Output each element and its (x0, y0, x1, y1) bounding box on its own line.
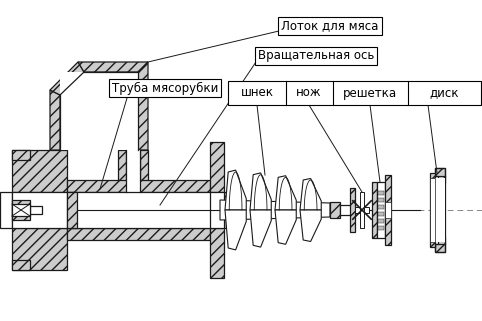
Bar (435, 168, 445, 252)
Polygon shape (300, 210, 321, 241)
Text: диск: диск (430, 86, 459, 100)
Bar (67, 192, 210, 228)
Bar (372, 182, 377, 238)
Polygon shape (12, 150, 30, 160)
Polygon shape (50, 62, 84, 95)
Bar (378, 191, 384, 195)
Polygon shape (220, 200, 330, 220)
Bar (377, 182, 385, 238)
Bar (30, 206, 42, 214)
Polygon shape (275, 210, 296, 244)
Polygon shape (250, 210, 271, 247)
Polygon shape (250, 173, 271, 210)
Polygon shape (50, 90, 60, 150)
Bar (12, 200, 30, 220)
Bar (378, 226, 384, 230)
Bar (67, 228, 210, 240)
Bar (228, 81, 481, 105)
Bar (430, 173, 435, 247)
Bar (435, 178, 445, 242)
Text: решетка: решетка (343, 86, 397, 100)
Bar (210, 192, 224, 228)
Bar (385, 175, 391, 245)
Polygon shape (78, 62, 148, 72)
Polygon shape (275, 176, 296, 210)
Text: Труба мясорубки: Труба мясорубки (112, 82, 218, 95)
Bar (378, 198, 384, 202)
Bar (430, 178, 435, 242)
Bar (350, 188, 355, 232)
Bar (118, 150, 126, 192)
Bar (140, 150, 148, 192)
Bar (126, 150, 140, 192)
Bar (0, 192, 12, 228)
Text: Вращательная ось: Вращательная ось (258, 49, 374, 63)
Bar (378, 219, 384, 223)
Bar (435, 176, 438, 244)
Text: нож: нож (296, 86, 322, 100)
Bar (12, 228, 67, 270)
Bar (210, 142, 224, 192)
Bar (330, 202, 340, 218)
Bar (224, 218, 230, 228)
Bar (210, 228, 224, 278)
Polygon shape (12, 260, 30, 270)
Bar (385, 202, 391, 218)
Bar (360, 192, 364, 228)
Polygon shape (225, 170, 246, 210)
Bar (435, 168, 445, 183)
Bar (12, 204, 30, 216)
Bar (67, 180, 210, 192)
Polygon shape (300, 178, 321, 210)
Text: шнек: шнек (241, 86, 273, 100)
Bar (435, 237, 445, 252)
Bar (355, 207, 369, 213)
Polygon shape (138, 62, 148, 150)
Polygon shape (225, 210, 246, 250)
Bar (67, 192, 77, 228)
Bar (224, 192, 230, 202)
Bar (12, 150, 67, 192)
Bar (378, 205, 384, 209)
Bar (12, 192, 67, 228)
Bar (340, 205, 355, 215)
Text: Лоток для мяса: Лоток для мяса (281, 20, 379, 32)
Bar (378, 212, 384, 216)
Bar (60, 72, 138, 150)
